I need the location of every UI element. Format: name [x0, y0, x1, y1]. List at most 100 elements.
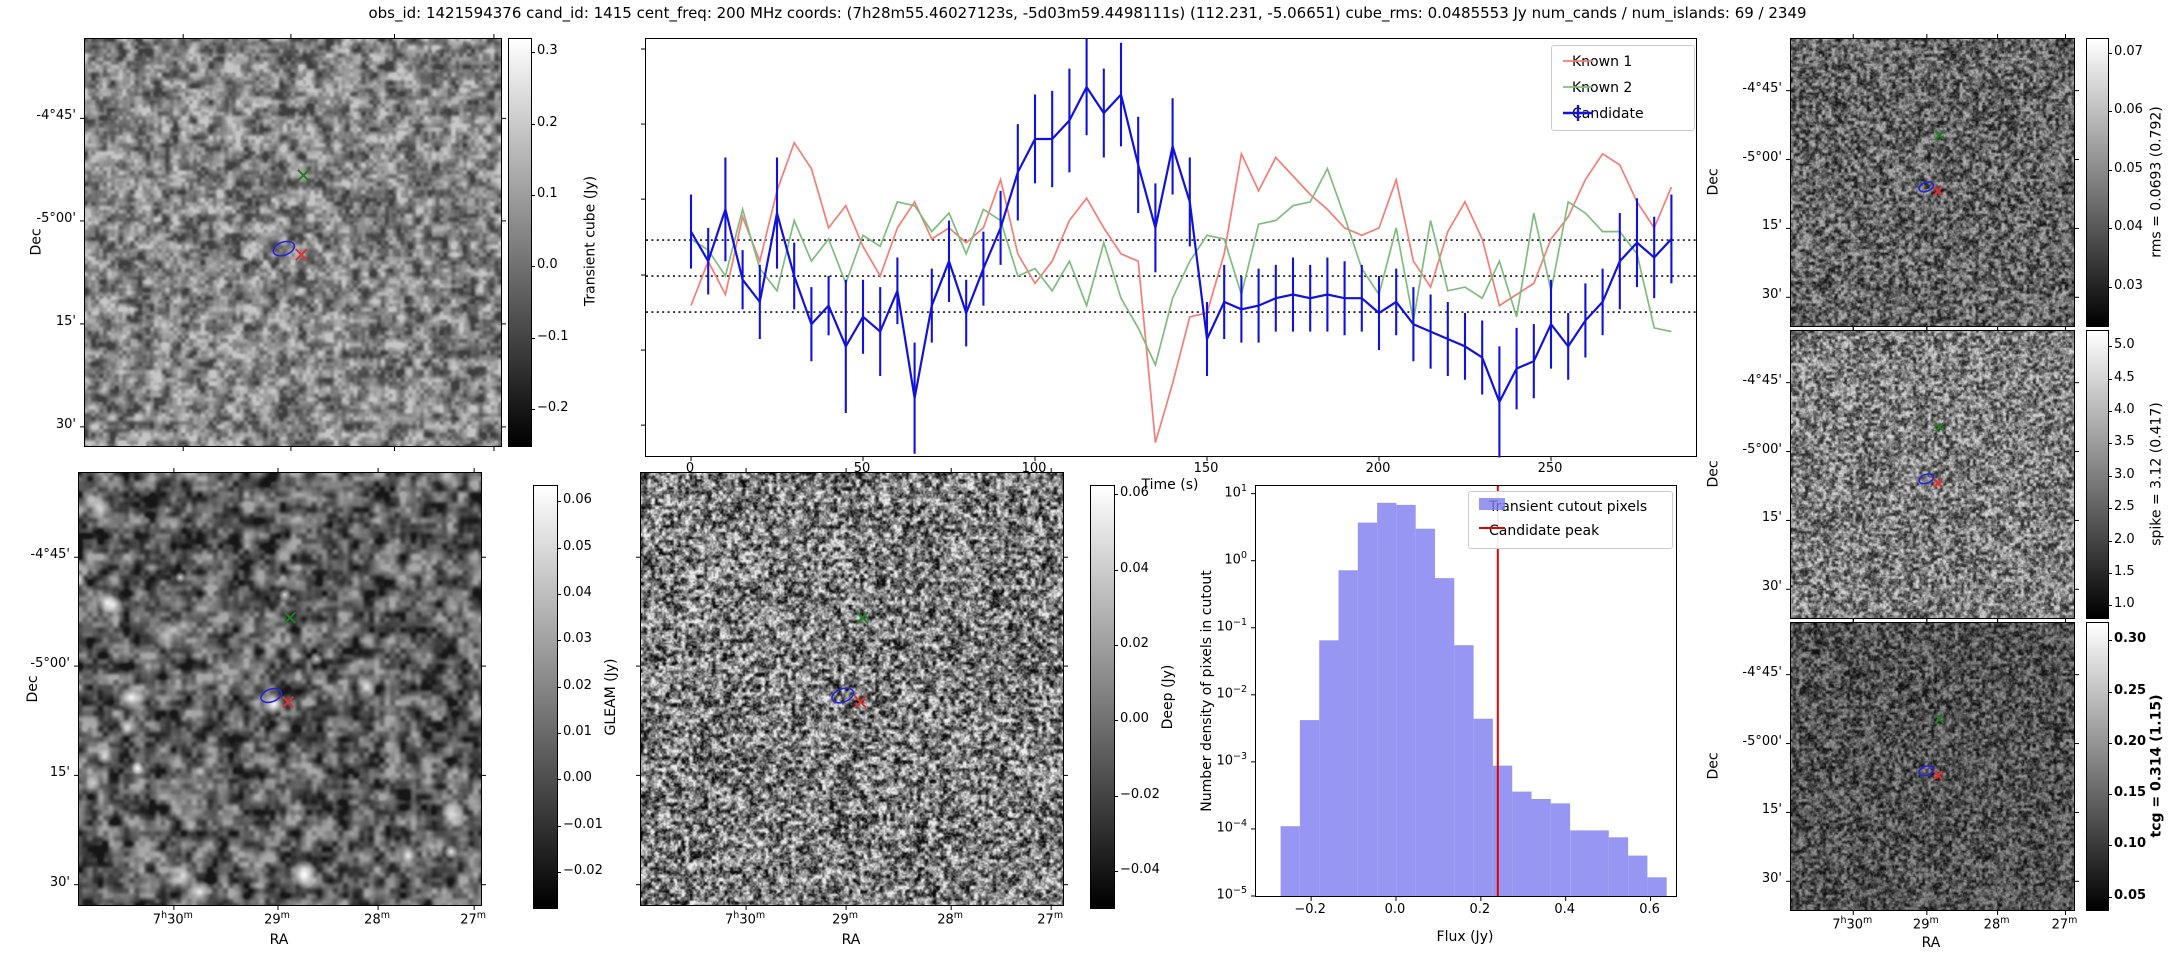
ra-tick-label: 28m	[937, 910, 964, 928]
histogram-ytick-label: 10−5	[1216, 885, 1247, 903]
x	[284, 611, 297, 624]
x	[854, 695, 867, 709]
colorbar-tick	[557, 872, 561, 874]
colorbar-tick	[531, 266, 535, 268]
legend-item: Known 1	[1562, 52, 1632, 72]
dec-tick-label: 15'	[1761, 510, 1782, 526]
colorbar-tick-label: 0.00	[1120, 711, 1149, 727]
legend-label: Candidate	[1572, 106, 1644, 122]
legend-item: Candidate peak	[1479, 521, 1599, 541]
spike-colorbar-label: spike = 3.12 (0.417)	[2148, 402, 2165, 546]
gleam-dec-axis-label: Dec	[25, 675, 41, 703]
colorbar-tick-label: −0.2	[537, 400, 569, 416]
transient-colorbar-label: Transient cube (Jy)	[582, 175, 599, 307]
known-source-cross-marker	[284, 611, 297, 624]
known-source-cross-marker	[1934, 130, 1945, 140]
colorbar-tick	[2108, 794, 2112, 796]
candidate-cross-marker	[1933, 770, 1943, 780]
histogram-bar	[1415, 528, 1435, 896]
ra-tick-label: 27m	[460, 910, 487, 928]
lightcurve-xtick-label: 200	[1365, 461, 1391, 476]
histogram-xtick-label: 0.4	[1554, 902, 1576, 917]
histogram-bar	[1396, 504, 1416, 896]
colorbar-tick	[1114, 720, 1118, 722]
histogram-ytick-label: 10−2	[1216, 683, 1247, 702]
colorbar-tick-label: 0.2	[537, 114, 558, 130]
flux-histogram-panel: Transient cutout pixels Candidate peak	[1251, 485, 1677, 901]
dec-tick-label: -5°00'	[36, 210, 76, 226]
colorbar-tick	[2108, 169, 2112, 171]
candidate-errorbars	[689, 39, 1673, 458]
histogram-legend: Transient cutout pixels Candidate peak	[1468, 491, 1673, 549]
colorbar-tick	[2108, 896, 2112, 898]
colorbar-tick-label: −0.1	[537, 328, 569, 344]
colorbar-tick	[557, 779, 561, 781]
colorbar-tick-label: 0.15	[2114, 785, 2147, 801]
spike-colorbar	[2086, 330, 2109, 619]
colorbar-tick-label: 0.02	[563, 677, 592, 693]
colorbar-tick-label: 0.05	[2114, 887, 2147, 903]
x	[1933, 770, 1943, 780]
colorbar-tick	[2108, 640, 2112, 642]
ra-tick-label: 27m	[2051, 915, 2078, 933]
legend-label: Candidate peak	[1489, 523, 1600, 539]
transient-cutout-overlay	[80, 34, 506, 451]
x	[1934, 422, 1945, 432]
colorbar-tick	[2108, 378, 2112, 380]
colorbar-tick-label: 0.05	[563, 538, 592, 554]
dec-tick-label: 15'	[49, 765, 70, 781]
dec-tick-label: -4°45'	[1742, 372, 1782, 388]
histogram-bar	[1647, 877, 1667, 896]
gleam-cutout-image	[79, 473, 481, 905]
known-source-cross-marker	[1934, 714, 1945, 724]
x	[282, 695, 295, 708]
dec-tick-label: -5°00'	[30, 656, 70, 672]
colorbar-tick	[557, 825, 561, 827]
colorbar-tick	[2108, 540, 2112, 542]
ra-tick-label: 27m	[1037, 910, 1064, 928]
candidate-ellipse-marker	[1918, 473, 1935, 485]
colorbar-tick	[1114, 795, 1118, 797]
colorbar-tick	[557, 501, 561, 503]
known2-line	[690, 166, 1672, 368]
colorbar-tick	[531, 123, 535, 125]
colorbar-tick-label: 0.04	[1120, 560, 1149, 576]
histogram-bar	[1435, 578, 1455, 896]
legend-label: Known 2	[1572, 80, 1633, 96]
histogram-bar	[1608, 837, 1629, 896]
colorbar-tick	[531, 52, 535, 54]
colorbar-tick	[2108, 508, 2112, 510]
known-source-cross-marker	[856, 611, 869, 625]
colorbar-tick-label: 0.07	[2114, 43, 2143, 59]
histogram-xaxis-label: Flux (Jy)	[1436, 929, 1494, 945]
lightcurve-xtick-label: 250	[1537, 461, 1563, 476]
dec-tick-label: -5°00'	[1742, 149, 1782, 165]
dec-tick-label: -4°45'	[1742, 80, 1782, 96]
gleam-cutout-panel	[74, 468, 486, 910]
histogram-xtick-label: 0.6	[1639, 902, 1660, 917]
lightcurve-legend: Known 1 Known 2 Candidate	[1551, 45, 1695, 131]
histogram-bar	[1280, 826, 1300, 896]
candidate-ellipse-marker	[831, 687, 855, 704]
candidate-ellipse-marker	[1918, 765, 1935, 777]
candidate-cross-marker	[1933, 186, 1943, 196]
colorbar-tick-label: 0.10	[2114, 836, 2147, 852]
known-source-cross-marker	[297, 169, 310, 182]
figure-title: obs_id: 1421594376 cand_id: 1415 cent_fr…	[368, 4, 1807, 22]
colorbar-tick-label: −0.02	[563, 863, 603, 879]
legend-item: Transient cutout pixels	[1479, 497, 1647, 517]
colorbar-tick	[2108, 52, 2112, 54]
ra-tick-label: 29m	[264, 910, 290, 928]
legend-item: Candidate	[1562, 104, 1644, 124]
rms-colorbar-label: rms = 0.0693 (0.792)	[2148, 106, 2165, 258]
histogram-bar	[1454, 645, 1474, 896]
dec-tick-label: 30'	[55, 416, 76, 432]
colorbar-tick	[2108, 845, 2112, 847]
colorbar-tick-label: 0.03	[563, 631, 592, 647]
ra-tick-label: 29m	[1912, 915, 1939, 933]
histogram-bar	[1512, 791, 1532, 896]
colorbar-tick-label: 0.0	[537, 257, 558, 273]
colorbar-tick-label: 0.06	[563, 492, 592, 508]
colorbar-tick	[2108, 410, 2112, 412]
colorbar-tick	[1114, 494, 1118, 496]
